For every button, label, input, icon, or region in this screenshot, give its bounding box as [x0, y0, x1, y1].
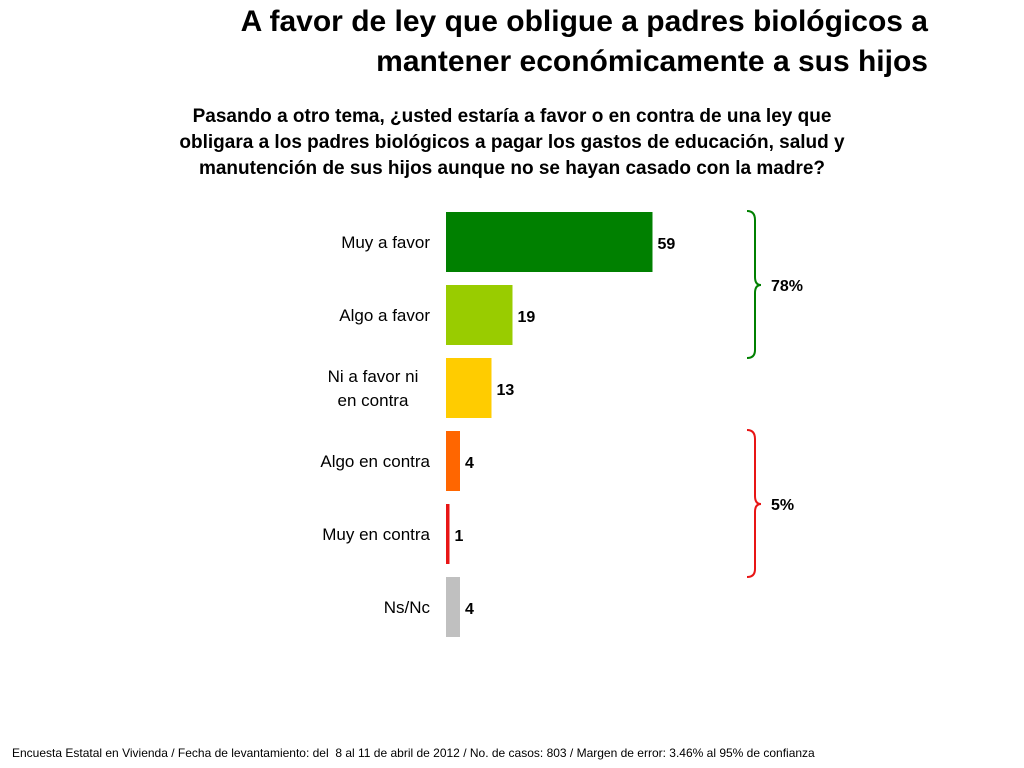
category-label-5: Ns/Nc [384, 598, 431, 617]
bar-3 [446, 431, 460, 491]
value-label-3: 4 [465, 455, 474, 472]
title-line-2: mantener económicamente a sus hijos [376, 45, 928, 78]
title-line-1: A favor de ley que obligue a padres biol… [240, 5, 928, 38]
category-label-0: Muy a favor [341, 233, 430, 252]
value-label-5: 4 [465, 601, 474, 618]
value-label-1: 19 [518, 309, 536, 326]
group-brace-1 [746, 429, 762, 578]
group-brace-0 [746, 210, 762, 359]
survey-question: Pasando a otro tema, ¿usted estaría a fa… [112, 104, 912, 182]
bar-1 [446, 285, 513, 345]
bar-2 [446, 358, 492, 418]
bar-4 [446, 504, 450, 564]
bar-0 [446, 212, 653, 272]
chart-title: A favor de ley que obligue a padres biol… [28, 2, 928, 82]
question-line-2: obligara a los padres biológicos a pagar… [179, 132, 845, 153]
value-label-2: 13 [497, 382, 515, 399]
value-label-4: 1 [455, 528, 464, 545]
category-label-1: Algo a favor [339, 306, 430, 325]
value-label-0: 59 [658, 236, 676, 253]
bar-5 [446, 577, 460, 637]
question-line-1: Pasando a otro tema, ¿usted estaría a fa… [192, 106, 832, 127]
question-line-3: manutención de sus hijos aunque no se ha… [198, 158, 826, 179]
group-label-1: 5% [771, 497, 794, 514]
footer-source-note: Encuesta Estatal en Vivienda / Fecha de … [12, 746, 815, 760]
category-label-2-line-0: Ni a favor ni [328, 367, 419, 386]
category-label-3: Algo en contra [320, 452, 430, 471]
category-label-2-line-1: en contra [338, 391, 409, 410]
group-label-0: 78% [771, 278, 803, 295]
category-label-4: Muy en contra [322, 525, 430, 544]
